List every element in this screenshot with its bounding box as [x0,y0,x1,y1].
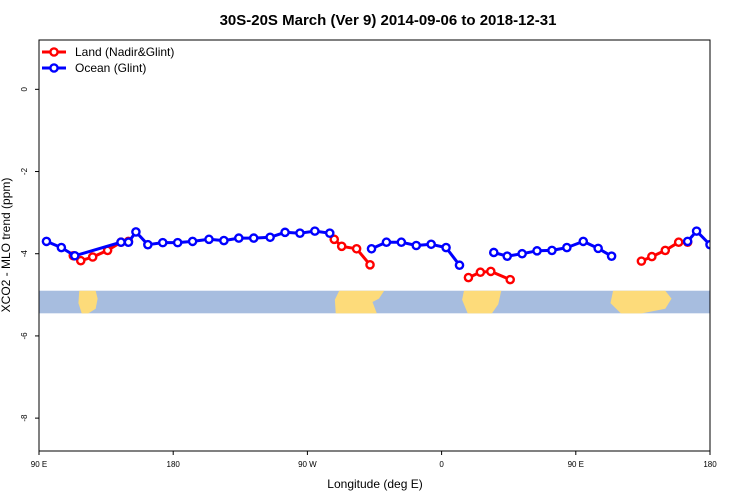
x-tick-label: 90 W [298,460,317,469]
series-ocean-point [562,242,572,253]
y-tick-label: -4 [20,250,29,258]
land-mass [334,290,385,314]
series-ocean-point [234,233,244,243]
y-axis: 0 -2 -4 -6 -8 [20,87,39,422]
x-axis: 90 E 180 90 W 0 90 E 180 [31,451,717,469]
series-ocean-point [454,260,465,271]
series-ocean-point [488,247,499,258]
x-tick-label: 180 [703,460,717,469]
series-land-point [351,243,362,254]
series-ocean-point [517,248,527,259]
series-ocean-point [172,237,183,248]
series-land-point [660,245,671,256]
series-ocean-point [310,226,320,236]
series-ocean-line [686,229,710,247]
y-tick-label: -2 [20,167,29,175]
series-ocean-point [280,227,290,238]
land-ocean-mask [39,290,710,314]
y-tick-label: 0 [20,87,29,92]
series-land-point [673,237,684,248]
series-ocean-point [116,237,126,248]
land-mass [462,290,502,314]
series-ocean-point [381,237,392,248]
series-ocean-point [131,227,141,237]
land-mass [610,290,672,314]
series-ocean-point [69,250,80,261]
series-ocean [41,226,728,271]
series-land-point [75,255,86,266]
series-ocean-point [41,236,52,247]
x-axis-label: Longitude (deg E) [327,477,422,491]
series-ocean-point [324,228,335,238]
series-ocean-point [578,236,589,247]
series-ocean-point [265,232,275,243]
legend-label-land: Land (Nadir&Glint) [75,45,174,59]
series-ocean-point [593,243,603,254]
series-ocean-point [682,236,693,247]
series-ocean-point [366,243,377,254]
land-mass [78,290,98,314]
series-land-line [333,238,372,266]
series-ocean-point [721,239,728,246]
series-land-point [365,260,375,270]
series-ocean-point [532,246,542,256]
legend: Land (Nadir&Glint) Ocean (Glint) [42,45,174,75]
series-ocean-point [691,226,702,236]
series-ocean-point [248,233,259,243]
y-tick-label: -8 [20,414,29,422]
plot-frame [38,39,711,452]
x-tick-label: 90 E [31,460,47,469]
y-tick-label: -6 [20,332,29,340]
series-ocean-point [219,235,229,246]
series-land-point [87,252,98,262]
legend-item-land: Land (Nadir&Glint) [42,45,174,59]
series-land-point [336,241,347,252]
series-land-point [486,266,496,277]
x-tick-label: 0 [439,460,444,469]
ocean-mask-band [39,290,710,314]
y-axis-label: XCO2 - MLO trend (ppm) [0,178,13,313]
series-ocean-point [204,234,214,245]
series-ocean-point [157,237,168,248]
series-ocean-point [426,239,436,250]
series-layer [41,226,728,285]
series-ocean-point [547,245,557,256]
series-ocean-point [396,237,407,248]
x-tick-label: 90 E [568,460,584,469]
series-land-point [463,272,474,283]
series-ocean-point [606,251,617,261]
series-ocean-point [441,242,451,253]
series-ocean-point [187,236,198,247]
series-land-line [467,269,511,281]
chart-title: 30S-20S March (Ver 9) 2014-09-06 to 2018… [220,12,557,29]
series-ocean-point [502,251,513,261]
series-ocean-point [411,240,422,251]
series-land-point [647,251,657,262]
series-land-point [636,256,647,266]
series-ocean-point [295,228,305,238]
series-ocean-point [705,239,710,250]
series-ocean-point [123,237,134,248]
series-land-point [475,267,486,278]
series-land-point [329,234,340,245]
series-ocean-point [143,239,153,250]
legend-label-ocean: Ocean (Glint) [75,61,146,75]
x-tick-label: 180 [167,460,181,469]
series-land-point [505,274,515,285]
series-ocean-point [56,242,67,253]
legend-item-ocean: Ocean (Glint) [42,61,146,75]
